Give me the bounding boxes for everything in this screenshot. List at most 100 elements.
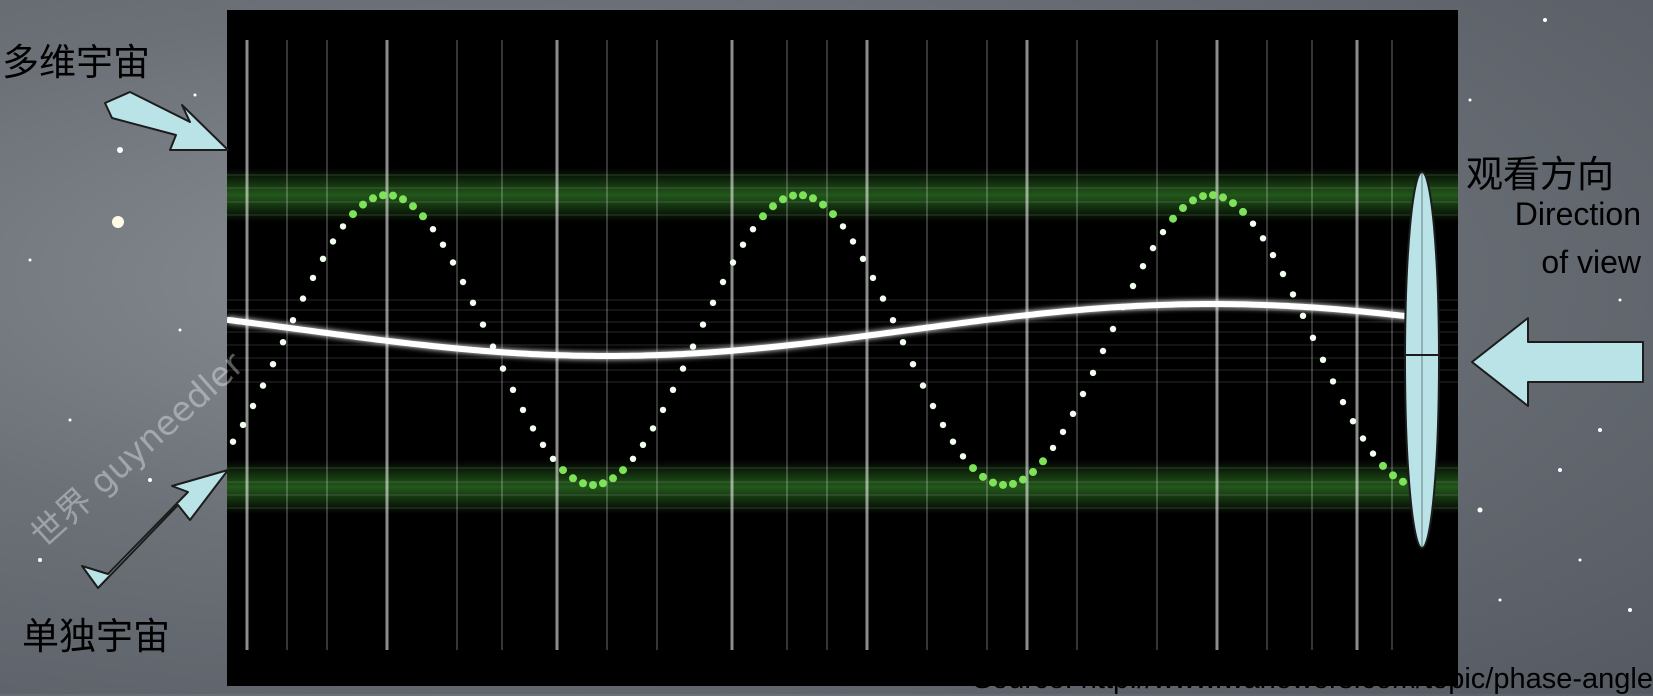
wave-dot	[1259, 235, 1267, 242]
wave-dot	[1049, 444, 1057, 452]
diagram-panel	[227, 10, 1458, 686]
wave-dot	[1129, 282, 1137, 290]
wave-dot	[769, 202, 777, 211]
wave-dot	[829, 210, 837, 219]
upper-green-band	[227, 168, 1458, 222]
wave-dot	[419, 212, 427, 221]
wave-dot	[569, 474, 577, 483]
wave-dot	[1169, 214, 1177, 223]
wave-dot	[819, 200, 827, 209]
wave-dot	[1249, 220, 1257, 227]
source-caption: Source: http://www.wanowers.com/topic/ph…	[972, 663, 1653, 695]
lens-icon	[1404, 171, 1440, 549]
wave-dot	[589, 481, 597, 489]
wave-dot	[729, 259, 737, 266]
wave-dot	[1039, 457, 1047, 466]
wave-dot	[499, 365, 507, 372]
single-universe-label: 单独宇宙	[22, 615, 170, 658]
view-direction-en-label-line1: Direction	[1514, 196, 1641, 232]
wave-dot	[1389, 471, 1397, 480]
wave-dot	[989, 478, 997, 487]
wave-dot	[339, 223, 347, 230]
wave-diagram	[227, 40, 1458, 650]
wave-dot	[479, 321, 487, 328]
wave-dot	[1109, 325, 1117, 333]
wave-dot	[1309, 334, 1317, 341]
wave-dot	[719, 278, 727, 286]
wave-dot	[389, 191, 397, 200]
view-direction-cn-label: 观看方向	[1466, 153, 1614, 196]
view-direction-arrow-icon	[1471, 317, 1644, 407]
wave-dot	[549, 455, 557, 462]
wave-dot	[539, 441, 547, 448]
wave-dot	[1369, 450, 1377, 457]
wave-dot	[559, 466, 567, 475]
wave-dot	[1059, 428, 1067, 436]
wave-dot	[609, 474, 617, 483]
wave-dot	[1289, 291, 1297, 298]
wave-dot	[669, 386, 677, 393]
wave-dot	[749, 226, 757, 233]
wave-dot	[809, 194, 817, 203]
wave-dot	[919, 382, 927, 389]
wave-dot	[1319, 356, 1327, 363]
wave-dot	[1139, 263, 1147, 270]
wave-dot	[369, 194, 377, 203]
wave-dot	[1229, 199, 1237, 208]
wave-dot	[969, 464, 977, 473]
wave-dot	[649, 425, 657, 432]
wave-dot	[879, 295, 887, 302]
wave-dot	[579, 479, 587, 488]
wave-dot	[1199, 192, 1207, 201]
wave-dot	[239, 421, 247, 429]
wave-dot	[929, 402, 937, 410]
wave-dot	[299, 295, 307, 302]
wave-dot	[1239, 207, 1247, 216]
view-direction-en-label-line2: of view	[1541, 244, 1641, 280]
wave-dot	[839, 223, 847, 230]
wave-dot	[379, 191, 387, 200]
wave-dot	[899, 339, 907, 346]
wave-dot	[1209, 191, 1217, 200]
wave-dot	[1329, 378, 1337, 385]
wave-dot	[799, 191, 807, 200]
wave-dot	[1299, 312, 1307, 319]
wave-dot	[999, 480, 1007, 489]
wave-dot	[1279, 270, 1287, 278]
wave-dot	[1269, 251, 1277, 259]
wave-dot	[1219, 193, 1227, 202]
wave-dot	[1079, 390, 1087, 398]
wave-dot	[939, 421, 947, 429]
wave-dot	[429, 226, 437, 233]
wave-dot	[399, 195, 407, 204]
wave-dot	[1359, 435, 1367, 442]
wave-dot	[689, 343, 697, 350]
wave-dot	[889, 317, 897, 324]
wave-dot	[1069, 410, 1077, 417]
wave-dot	[279, 339, 287, 346]
wave-dot	[439, 241, 447, 248]
wave-dot	[329, 238, 337, 245]
wave-dot	[789, 191, 797, 200]
wave-dot	[869, 274, 877, 282]
wave-dot	[779, 195, 787, 204]
single-universe-wave	[227, 301, 1413, 359]
wave-dot	[469, 299, 477, 306]
watermark: 世界 guyneedler	[23, 344, 252, 556]
grid-lines	[227, 40, 1458, 650]
wave-dot	[349, 210, 357, 219]
wave-dot	[1099, 347, 1107, 355]
wave-dot	[1019, 475, 1027, 484]
wave-dot	[849, 238, 857, 245]
wave-dot	[699, 321, 707, 328]
wave-dot	[679, 365, 687, 372]
wave-dot	[639, 441, 647, 448]
wave-dot	[509, 386, 517, 393]
wave-dot	[959, 453, 967, 460]
wave-dot	[659, 406, 667, 414]
wave-dot	[1159, 228, 1167, 236]
wave-dot	[519, 406, 527, 414]
wave-dot	[739, 241, 747, 248]
wave-dot	[489, 343, 497, 350]
wave-dot	[1399, 477, 1407, 486]
